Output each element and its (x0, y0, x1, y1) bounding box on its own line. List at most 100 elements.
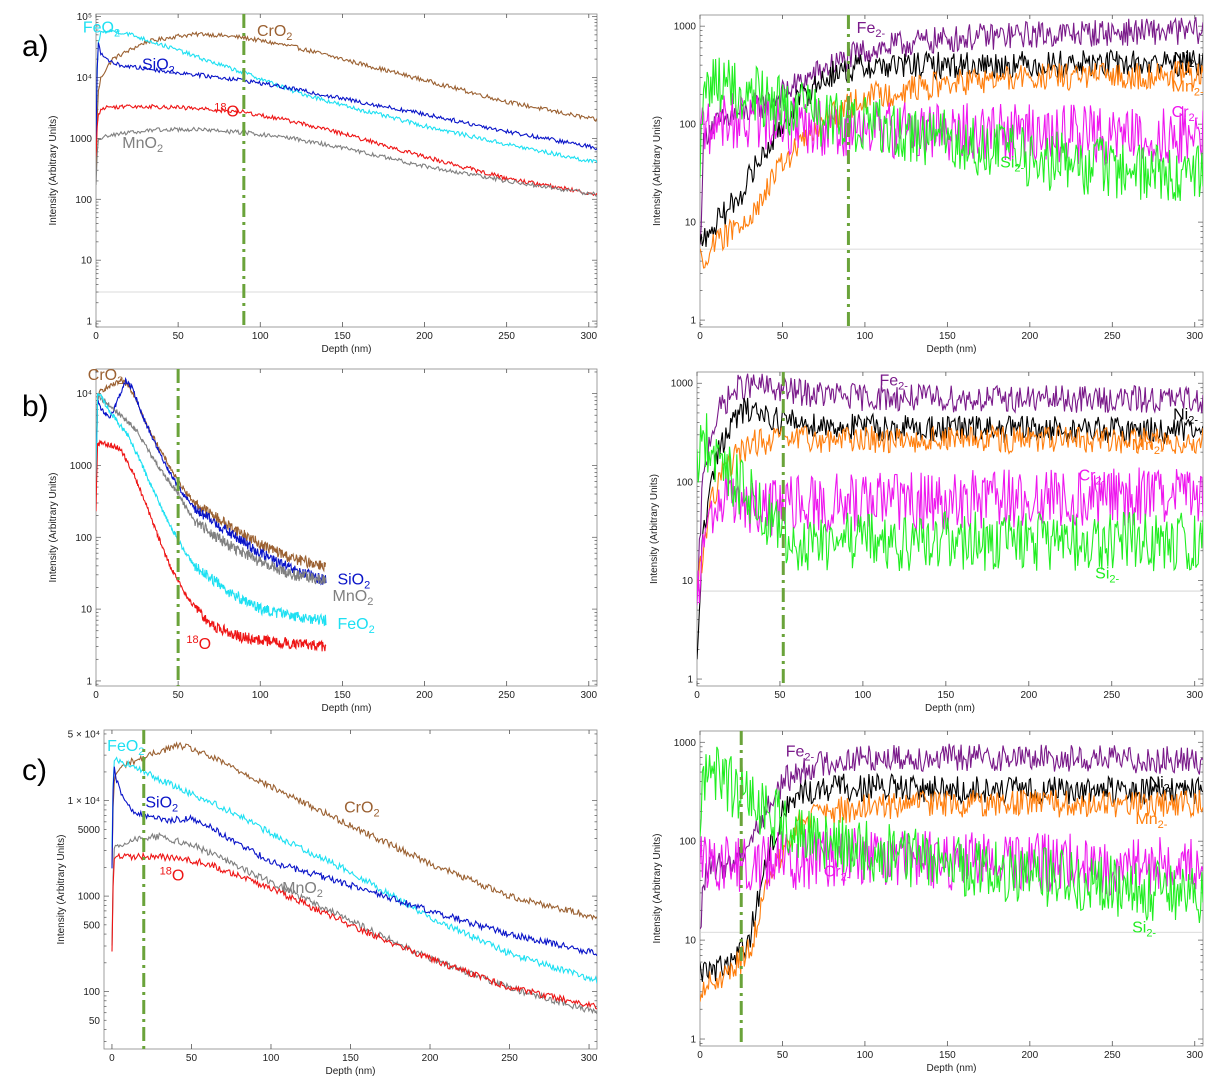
series-label-mn2-: Mn2- (1172, 79, 1204, 99)
y-tick-label: 1000 (674, 22, 697, 33)
series-label-cro2: CrO2 (257, 23, 292, 43)
x-tick-label: 0 (109, 1053, 115, 1064)
series-line-feo2 (96, 392, 327, 627)
x-tick-label: 200 (1021, 1050, 1038, 1061)
series-line-mno2 (111, 832, 597, 1015)
series-label-fe2-: Fe2- (879, 372, 908, 392)
series-label-18o: 18O (160, 866, 185, 885)
series-line-si2- (700, 746, 1203, 923)
panel-a-right: 0 50 100 150 200 250 300 1 10 100 1000 Depth (nm) In… (652, 14, 1204, 355)
x-tick-label: 0 (93, 331, 99, 342)
x-tick-label: 300 (581, 1053, 598, 1064)
x-tick-label: 100 (252, 690, 269, 701)
series-line-18o (111, 851, 597, 1010)
y-tick-label: 10 (81, 256, 93, 267)
panel-b-right: 0 50 100 150 200 250 300 1 10 100 1000 Depth (nm) In… (649, 371, 1203, 714)
y-tick-label: 5 × 10⁴ (68, 729, 100, 740)
y-axis-label: Intensity (Arbitrary Units) (652, 833, 663, 943)
x-tick-label: 0 (694, 690, 700, 701)
panel-c-left: 0 50 100 150 200 250 300 50 100 500 1000 5000 1 × 10… (22, 729, 598, 1077)
series-label-sio2: SiO2 (145, 794, 178, 814)
x-axis-label: Depth (nm) (926, 1063, 976, 1074)
y-tick-label: 1000 (70, 461, 93, 472)
series-line-fe2- (700, 16, 1203, 245)
series-label-cro2: CrO2 (88, 367, 123, 387)
y-tick-label: 1000 (674, 738, 697, 749)
series-line-si2- (700, 57, 1203, 202)
series-line-sio2 (96, 42, 597, 151)
series-line-18o (96, 103, 597, 197)
series-line-sio2 (111, 766, 597, 957)
series-label-mn2-: Mn2- (1135, 811, 1167, 831)
x-tick-label: 200 (1021, 331, 1038, 342)
x-tick-label: 300 (580, 690, 597, 701)
series-line-mno2 (96, 126, 597, 197)
x-tick-label: 150 (334, 331, 351, 342)
panel-label: c) (22, 754, 47, 787)
series-label-mn2-: Mn2- (1132, 437, 1164, 457)
x-tick-label: 150 (342, 1053, 359, 1064)
series-line-mn2- (697, 423, 1203, 589)
y-axis-label: Intensity (Arbitrary Units) (48, 115, 59, 225)
series-label-cro2: CrO2 (344, 800, 379, 820)
y-tick-label: 100 (679, 837, 696, 848)
x-tick-label: 150 (938, 690, 955, 701)
x-tick-label: 200 (416, 331, 433, 342)
series-label-18o: 18O (186, 634, 211, 653)
y-axis-label: Intensity (Arbitrary Units) (652, 116, 663, 226)
series-line-fe2- (697, 373, 1203, 602)
x-tick-label: 150 (939, 1050, 956, 1061)
y-tick-label: 1000 (70, 134, 93, 145)
series-label-feo2: FeO2 (107, 738, 144, 758)
x-tick-label: 50 (777, 1050, 789, 1061)
x-tick-label: 50 (774, 690, 786, 701)
x-axis-label: Depth (nm) (926, 344, 976, 355)
x-tick-label: 50 (777, 331, 789, 342)
y-tick-label: 500 (83, 920, 100, 931)
x-tick-label: 0 (93, 690, 99, 701)
y-tick-label: 1000 (78, 892, 101, 903)
series-label-cr2-: Cr2- (1172, 104, 1199, 124)
x-tick-label: 100 (857, 331, 874, 342)
series-label-cr2-: Cr2- (824, 863, 851, 883)
y-tick-label: 1 × 10⁴ (68, 796, 100, 807)
x-axis-label: Depth (nm) (925, 703, 975, 714)
series-label-si2-: Si2- (1000, 155, 1024, 175)
x-tick-label: 250 (1104, 1050, 1121, 1061)
y-tick-label: 1 (86, 317, 92, 328)
x-tick-label: 0 (697, 1050, 703, 1061)
x-tick-label: 300 (580, 331, 597, 342)
y-axis-label: Intensity (Arbitrary Units) (48, 472, 59, 582)
series-label-cr2-: Cr2- (1079, 468, 1106, 488)
x-tick-label: 50 (173, 331, 185, 342)
series-line-ni2- (697, 397, 1203, 660)
x-tick-label: 200 (422, 1053, 439, 1064)
y-tick-label: 10⁵ (77, 12, 92, 23)
y-tick-label: 1 (86, 676, 92, 687)
panel-label: b) (22, 390, 49, 423)
y-axis-label: Intensity (Arbitrary Units) (56, 834, 67, 944)
series-line-cro2 (111, 741, 597, 921)
series-label-fe2-: Fe2- (786, 743, 815, 763)
y-axis-label: Intensity (Arbitrary Units) (649, 474, 660, 584)
x-tick-label: 250 (501, 1053, 518, 1064)
series-line-mn2- (700, 60, 1203, 269)
series-line-feo2 (111, 756, 597, 984)
series-label-si2-: Si2- (1095, 565, 1119, 585)
series-label-feo2: FeO2 (337, 616, 374, 636)
y-tick-label: 5000 (78, 825, 101, 836)
x-tick-label: 250 (1103, 690, 1120, 701)
series-line-mno2 (96, 394, 327, 586)
series-label-fe2-: Fe2- (857, 20, 886, 40)
y-tick-label: 100 (75, 533, 92, 544)
panel-label: a) (22, 30, 49, 63)
y-tick-label: 1 (690, 316, 696, 327)
series-line-feo2 (96, 28, 597, 164)
series-label-si2-: Si2- (1132, 919, 1156, 939)
x-tick-label: 50 (173, 690, 185, 701)
panel-b-left: 0 50 100 150 200 250 300 1 10 100 1000 10⁴ Depth (nm… (22, 367, 598, 714)
y-tick-label: 100 (679, 120, 696, 131)
series-label-sio2: SiO2 (142, 56, 175, 76)
x-tick-label: 150 (334, 690, 351, 701)
